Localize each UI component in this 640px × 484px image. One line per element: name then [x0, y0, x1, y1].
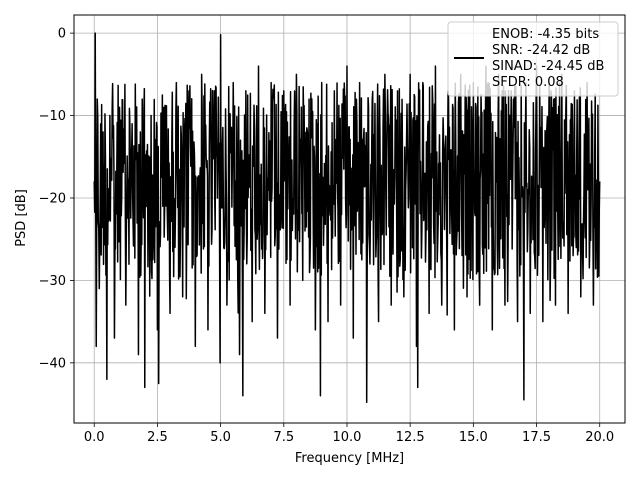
- x-axis-label: Frequency [MHz]: [295, 451, 404, 466]
- legend-entry-sfdr: SFDR: 0.08: [492, 75, 564, 90]
- y-tick-label: −10: [39, 109, 66, 124]
- legend-entry-sinad: SINAD: -24.45 dB: [492, 59, 604, 74]
- x-tick-label: 5.0: [210, 430, 231, 445]
- y-tick-label: −40: [39, 356, 66, 371]
- x-tick-label: 10.0: [332, 430, 361, 445]
- legend: ENOB: -4.35 bits SNR: -24.42 dB SINAD: -…: [448, 22, 618, 96]
- x-tick-label: 0.0: [84, 430, 105, 445]
- y-tick-label: 0: [58, 27, 66, 42]
- x-tick-label: 20.0: [585, 430, 614, 445]
- x-tick-label: 12.5: [396, 430, 425, 445]
- legend-entry-enob: ENOB: -4.35 bits: [492, 27, 599, 42]
- x-tick-label: 17.5: [522, 430, 551, 445]
- x-tick-label: 15.0: [459, 430, 488, 445]
- legend-entry-snr: SNR: -24.42 dB: [492, 43, 590, 58]
- y-tick-label: −20: [39, 191, 66, 206]
- y-axis-label: PSD [dB]: [14, 189, 29, 247]
- x-tick-label: 7.5: [273, 430, 294, 445]
- x-tick-label: 2.5: [147, 430, 168, 445]
- y-tick-label: −30: [39, 274, 66, 289]
